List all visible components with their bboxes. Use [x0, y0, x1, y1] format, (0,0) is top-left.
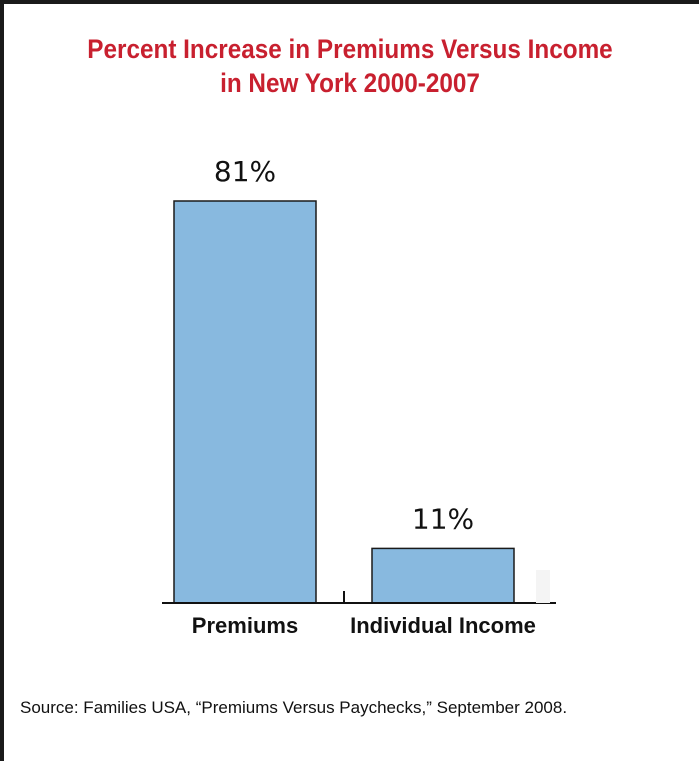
data-label-2: 11% [412, 502, 474, 535]
bar-2 [371, 547, 515, 604]
chart-title-line-2: in New York 2000-2007 [220, 68, 480, 98]
faint-artifact [536, 570, 550, 603]
bars-group: 81% Premiums 11% Individual Income [173, 155, 536, 638]
category-label-1: Premiums [192, 613, 298, 638]
bar-1 [173, 200, 317, 604]
category-label-2: Individual Income [350, 613, 536, 638]
data-label-1: 81% [214, 155, 276, 188]
chart-title-line-1: Percent Increase in Premiums Versus Inco… [87, 34, 613, 64]
source-note: Source: Families USA, “Premiums Versus P… [20, 698, 568, 717]
